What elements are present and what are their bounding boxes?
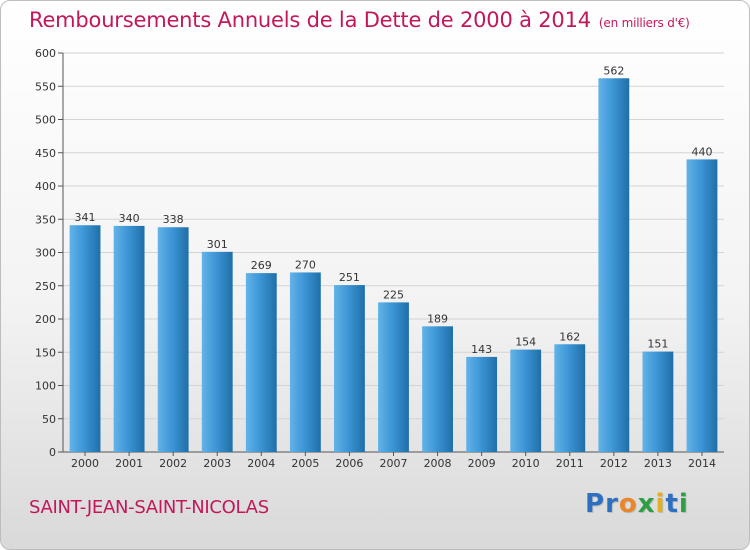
y-tick-label: 200 xyxy=(35,313,56,326)
bar-value-label: 225 xyxy=(383,288,404,301)
x-tick-label: 2014 xyxy=(688,457,716,470)
bar-value-label: 270 xyxy=(295,258,316,271)
x-tick-label: 2003 xyxy=(203,457,231,470)
x-tick-label: 2011 xyxy=(556,457,584,470)
logo-letter: i xyxy=(655,489,666,519)
labels: 0 50 100 150 200 250 300 350 400 450 500 550 600 341 2… xyxy=(35,47,716,470)
bar-value-label: 251 xyxy=(339,271,360,284)
y-tick-label: 0 xyxy=(49,446,56,459)
y-tick-label: 50 xyxy=(42,413,56,426)
y-tick-label: 100 xyxy=(35,380,56,393)
chart-title: Remboursements Annuels de la Dette de 20… xyxy=(29,8,690,32)
bar-value-label: 340 xyxy=(119,212,140,225)
x-tick-label: 2013 xyxy=(644,457,672,470)
bar xyxy=(378,302,409,452)
bar xyxy=(201,251,233,452)
logo-letter: t xyxy=(665,489,679,519)
bars xyxy=(69,78,718,453)
x-tick-label: 2010 xyxy=(512,457,540,470)
logo-letter: P xyxy=(585,489,606,519)
bar-value-label: 154 xyxy=(515,336,536,349)
y-tick-label: 300 xyxy=(35,247,56,260)
bar-value-label: 269 xyxy=(251,259,272,272)
y-tick-label: 550 xyxy=(35,80,56,93)
y-tick-label: 250 xyxy=(35,280,56,293)
y-tick-label: 500 xyxy=(35,114,56,127)
logo-letter: o xyxy=(618,489,638,519)
bar xyxy=(686,159,718,452)
bar-value-label: 301 xyxy=(207,238,228,251)
bar xyxy=(69,225,101,452)
bar-value-label: 562 xyxy=(603,64,624,77)
bar xyxy=(598,78,630,453)
bar xyxy=(113,225,145,452)
bar-value-label: 189 xyxy=(427,312,448,325)
x-tick-label: 2005 xyxy=(291,457,319,470)
bar-value-label: 162 xyxy=(559,330,580,343)
x-tick-label: 2002 xyxy=(159,457,187,470)
x-tick-label: 2006 xyxy=(335,457,363,470)
proxiti-logo: Proxiti xyxy=(585,489,689,519)
bar-value-label: 338 xyxy=(163,213,184,226)
y-tick-label: 350 xyxy=(35,213,56,226)
x-tick-label: 2000 xyxy=(71,457,99,470)
chart-title-text: Remboursements Annuels de la Dette de 20… xyxy=(29,8,591,32)
x-tick-label: 2007 xyxy=(380,457,408,470)
bar xyxy=(422,326,453,452)
bar-value-label: 440 xyxy=(691,145,712,158)
bar-value-label: 341 xyxy=(75,211,96,224)
bar xyxy=(334,285,365,452)
y-tick-label: 450 xyxy=(35,147,56,160)
logo-letter: r xyxy=(605,489,619,519)
y-tick-label: 150 xyxy=(35,346,56,359)
x-tick-label: 2009 xyxy=(468,457,496,470)
bar xyxy=(466,356,498,452)
x-tick-label: 2001 xyxy=(115,457,143,470)
bar-value-label: 143 xyxy=(471,343,492,356)
y-tick-label: 600 xyxy=(35,47,56,60)
bar xyxy=(289,272,321,452)
bar xyxy=(245,273,277,452)
bar xyxy=(554,344,586,452)
bar xyxy=(510,349,542,452)
x-tick-label: 2008 xyxy=(424,457,452,470)
x-tick-label: 2004 xyxy=(247,457,275,470)
y-tick-label: 400 xyxy=(35,180,56,193)
bar-value-label: 151 xyxy=(647,338,668,351)
place-name: SAINT-JEAN-SAINT-NICOLAS xyxy=(29,497,269,518)
logo-letter: i xyxy=(678,489,689,519)
logo-letter: x xyxy=(637,489,656,519)
x-tick-label: 2012 xyxy=(600,457,628,470)
bar xyxy=(157,227,189,452)
chart-unit: (en milliers d'€) xyxy=(598,16,690,30)
bar xyxy=(642,351,674,452)
